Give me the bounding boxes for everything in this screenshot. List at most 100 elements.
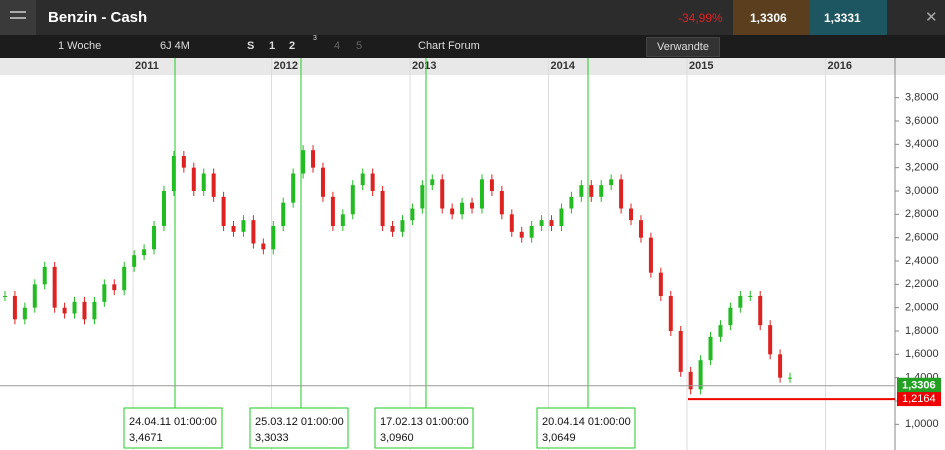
candle [758,296,763,326]
candle [499,191,504,215]
candle [589,185,594,197]
btn[interactable]: 1 [269,40,276,52]
candle [470,202,475,209]
marker-bg [536,407,636,449]
candle [380,191,385,226]
candle [410,208,415,221]
marker-box: 25.03.12 01:00:00 3,3033 [249,407,349,449]
related[interactable]: Verwandte [646,37,720,57]
btn[interactable]: S [247,40,255,52]
ask: 1,3331 [824,11,861,25]
candle [768,325,773,355]
last-tag [897,377,941,394]
btn[interactable]: 4 [334,40,341,52]
last-label: 1,3306 [902,380,936,392]
marker-date: 25.03.12 01:00:00 [255,416,344,428]
y-tick-label: 3,0000 [905,185,939,197]
candle [152,226,157,250]
candle [629,208,634,221]
candle [2,296,7,297]
candle [251,220,256,244]
range[interactable]: 6J 4M [160,40,190,52]
candle [509,214,514,232]
candle [599,185,604,197]
btn[interactable]: 5 [356,40,363,52]
year-label: 2016 [828,60,852,72]
candle [161,191,166,226]
close-button[interactable]: ✕ [925,9,938,26]
candle [291,173,296,203]
period[interactable]: 1 Woche [58,40,102,52]
candle [728,307,733,326]
menu-button[interactable] [0,0,36,35]
marker-value: 3,4671 [129,432,163,444]
candle [658,272,663,296]
header: Benzin - Cash -34,99% 1,3306 1,3331 ✕ [0,0,945,35]
candle [201,173,206,191]
btn[interactable]: 3 [313,35,317,42]
candle [320,167,325,197]
candle [142,249,147,256]
y-tick-label: 3,8000 [905,92,939,104]
candle [32,284,37,308]
candle [400,220,405,232]
candle [609,179,614,186]
y-tick-label: 3,4000 [905,138,939,150]
marker-bg [249,407,349,449]
year-label: 2014 [551,60,576,72]
y-tick-label: 1,6000 [905,348,939,360]
candle [390,226,395,232]
marker-value: 3,3033 [255,432,289,444]
candle [440,179,445,209]
marker-value: 3,0649 [542,432,576,444]
bid: 1,3306 [750,11,787,25]
marker-bg [374,407,474,449]
candle [22,307,27,320]
candle [778,354,783,378]
chart: 3,8000 3,6000 3,4000 3,2000 3,0000 2,8000 2,60… [0,58,945,450]
ask-box[interactable]: 1,3331 [810,0,887,35]
title: Benzin - Cash [48,9,148,26]
candle [430,179,435,186]
candle [330,196,335,226]
candle [678,331,683,372]
candle [489,179,494,191]
candle [132,255,137,267]
candle [638,220,643,238]
y-tick-label: 3,6000 [905,115,939,127]
candle [92,301,97,320]
low-label: 1,2164 [902,393,936,405]
candle [450,208,455,215]
candle [668,296,673,331]
candle [688,371,693,390]
toolbar: 1 Woche 6J 4M S 1 2 3 4 5 Chart Forum Ve… [0,35,945,58]
y-tick-label: 2,4000 [905,255,939,267]
marker-date: 20.04.14 01:00:00 [542,416,631,428]
candle [708,336,713,361]
year-label: 2012 [274,60,298,72]
candle [191,167,196,191]
candle [539,220,544,226]
marker-bg [123,407,223,449]
low-tag [897,392,941,407]
y-tick-label: 1,8000 [905,325,939,337]
candle [718,325,723,337]
candle [648,237,653,273]
candle [748,296,753,297]
candle [559,208,564,226]
candle [112,284,117,291]
candle [519,231,524,238]
candle [579,185,584,197]
marker-box: 17.02.13 01:00:00 3,0960 [374,407,474,449]
candle [479,179,484,209]
y-tick-label: 2,6000 [905,232,939,244]
forum[interactable]: Chart Forum [418,40,480,52]
marker-box: 20.04.14 01:00:00 3,0649 [536,407,636,449]
candle [211,173,216,197]
candle [370,173,375,191]
candle [698,360,703,390]
candle [529,226,534,238]
bid-box[interactable]: 1,3306 [733,0,810,35]
year-label: 2013 [412,60,436,72]
btn[interactable]: 2 [289,40,296,52]
